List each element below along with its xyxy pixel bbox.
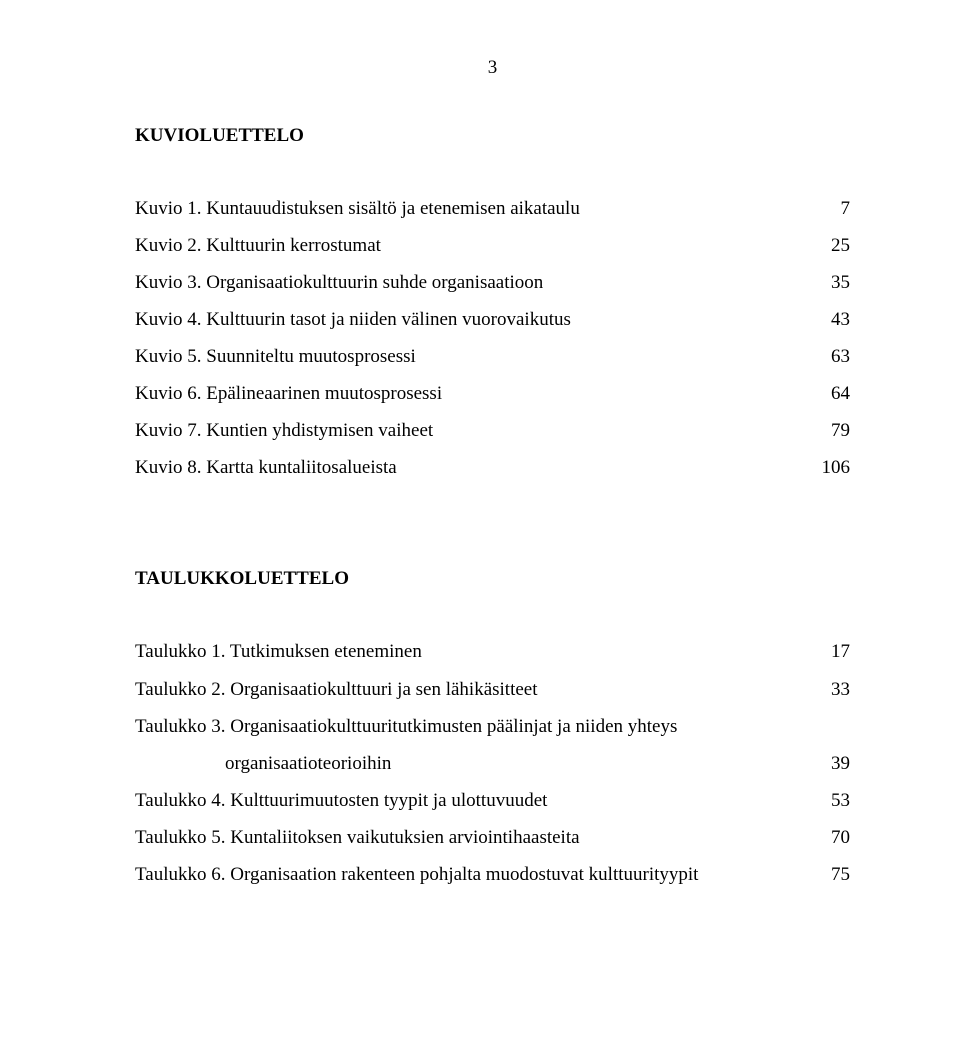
toc-label: Taulukko 4. Kulttuurimuutosten tyypit ja… — [135, 782, 810, 819]
toc-page: 70 — [810, 819, 850, 856]
toc-entry: Kuvio 5. Suunniteltu muutosprosessi 63 — [135, 338, 850, 375]
toc-entry: Taulukko 1. Tutkimuksen eteneminen 17 — [135, 633, 850, 670]
toc-entry: Taulukko 6. Organisaation rakenteen pohj… — [135, 856, 850, 893]
toc-label: organisaatioteorioihin — [135, 745, 810, 782]
toc-page: 75 — [810, 856, 850, 893]
toc-entry: Kuvio 3. Organisaatiokulttuurin suhde or… — [135, 264, 850, 301]
toc-page: 17 — [810, 633, 850, 670]
toc-entry: Kuvio 8. Kartta kuntaliitosalueista 106 — [135, 449, 850, 486]
toc-entry: Kuvio 4. Kulttuurin tasot ja niiden väli… — [135, 301, 850, 338]
toc-label: Taulukko 2. Organisaatiokulttuuri ja sen… — [135, 671, 810, 708]
toc-page: 106 — [810, 449, 850, 486]
toc-page: 53 — [810, 782, 850, 819]
toc-label: Kuvio 4. Kulttuurin tasot ja niiden väli… — [135, 301, 810, 338]
toc-entry: Kuvio 7. Kuntien yhdistymisen vaiheet 79 — [135, 412, 850, 449]
toc-page: 43 — [810, 301, 850, 338]
toc-label: Taulukko 3. Organisaatiokulttuuritutkimu… — [135, 708, 810, 745]
toc-label: Taulukko 6. Organisaation rakenteen pohj… — [135, 856, 810, 893]
toc-entry: Taulukko 4. Kulttuurimuutosten tyypit ja… — [135, 782, 850, 819]
section-heading-taulukkoluettelo: TAULUKKOLUETTELO — [135, 560, 850, 597]
toc-entry-wrapped: Taulukko 3. Organisaatiokulttuuritutkimu… — [135, 708, 850, 782]
toc-page: 63 — [810, 338, 850, 375]
section-heading-kuvioluettelo: KUVIOLUETTELO — [135, 117, 850, 154]
toc-label: Kuvio 2. Kulttuurin kerrostumat — [135, 227, 810, 264]
toc-label: Kuvio 7. Kuntien yhdistymisen vaiheet — [135, 412, 810, 449]
toc-page: 25 — [810, 227, 850, 264]
toc-label: Taulukko 5. Kuntaliitoksen vaikutuksien … — [135, 819, 810, 856]
toc-label: Kuvio 5. Suunniteltu muutosprosessi — [135, 338, 810, 375]
toc-label: Kuvio 8. Kartta kuntaliitosalueista — [135, 449, 810, 486]
toc-label: Kuvio 3. Organisaatiokulttuurin suhde or… — [135, 264, 810, 301]
toc-page: 35 — [810, 264, 850, 301]
page-number: 3 — [135, 58, 850, 77]
toc-entry: Kuvio 6. Epälineaarinen muutosprosessi 6… — [135, 375, 850, 412]
toc-entry: Kuvio 1. Kuntauudistuksen sisältö ja ete… — [135, 190, 850, 227]
toc-page: 7 — [810, 190, 850, 227]
toc-page: 33 — [810, 671, 850, 708]
toc-label: Kuvio 6. Epälineaarinen muutosprosessi — [135, 375, 810, 412]
toc-page: 39 — [810, 745, 850, 782]
toc-entry: Taulukko 2. Organisaatiokulttuuri ja sen… — [135, 671, 850, 708]
toc-page: 64 — [810, 375, 850, 412]
toc-label: Kuvio 1. Kuntauudistuksen sisältö ja ete… — [135, 190, 810, 227]
toc-page: 79 — [810, 412, 850, 449]
toc-label: Taulukko 1. Tutkimuksen eteneminen — [135, 633, 810, 670]
toc-entry: Kuvio 2. Kulttuurin kerrostumat 25 — [135, 227, 850, 264]
toc-entry: Taulukko 5. Kuntaliitoksen vaikutuksien … — [135, 819, 850, 856]
